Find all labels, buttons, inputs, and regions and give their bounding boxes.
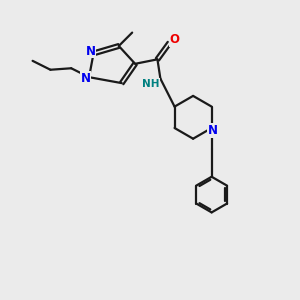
Text: N: N bbox=[85, 44, 96, 58]
Text: N: N bbox=[80, 72, 91, 85]
Text: O: O bbox=[170, 33, 180, 46]
Text: NH: NH bbox=[142, 79, 160, 89]
Text: N: N bbox=[208, 124, 218, 137]
